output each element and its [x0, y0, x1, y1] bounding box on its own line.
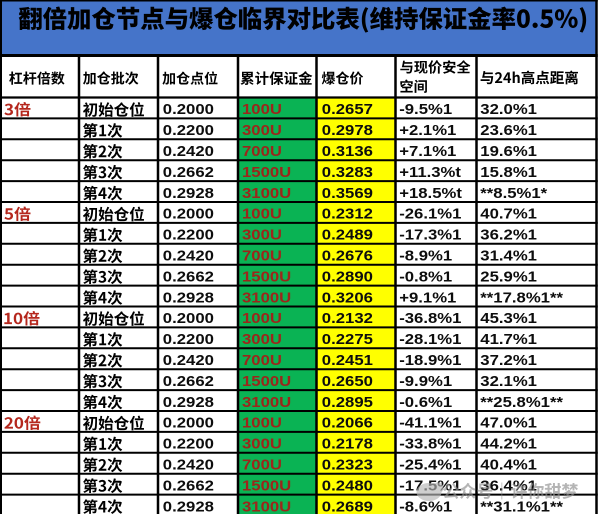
svg-text:+7.1%1: +7.1%1: [399, 144, 456, 160]
svg-text:41.7%1: 41.7%1: [480, 332, 537, 348]
svg-text:700U: 700U: [242, 248, 282, 264]
svg-text:+9.1%1: +9.1%1: [399, 290, 456, 306]
svg-text:0.2000: 0.2000: [163, 102, 214, 118]
svg-text:3100U: 3100U: [242, 394, 291, 410]
svg-text:0.2200: 0.2200: [163, 332, 214, 348]
svg-text:3100U: 3100U: [242, 185, 291, 201]
svg-text:0.2312: 0.2312: [322, 206, 373, 222]
svg-text:-9.9%1: -9.9%1: [399, 374, 452, 390]
svg-text:0.2489: 0.2489: [322, 227, 373, 243]
svg-text:700U: 700U: [242, 144, 282, 160]
svg-text:0.2662: 0.2662: [163, 165, 214, 181]
svg-text:0.2132: 0.2132: [322, 311, 373, 327]
svg-text:0.3283: 0.3283: [322, 165, 373, 181]
svg-text:32.1%1: 32.1%1: [480, 374, 537, 390]
svg-text:25.9%1: 25.9%1: [480, 269, 537, 285]
svg-text:0.2895: 0.2895: [322, 394, 373, 410]
svg-text:-28.1%1: -28.1%1: [399, 332, 461, 348]
svg-text:**17.8%1**: **17.8%1**: [480, 290, 564, 306]
svg-text:0.2676: 0.2676: [322, 248, 373, 264]
svg-text:0.3136: 0.3136: [322, 144, 373, 160]
svg-text:0.2928: 0.2928: [163, 185, 214, 201]
svg-text:0.2275: 0.2275: [322, 332, 373, 348]
svg-text:100U: 100U: [242, 415, 282, 431]
svg-text:15.8%1: 15.8%1: [480, 165, 537, 181]
svg-text:32.0%1: 32.0%1: [480, 102, 537, 118]
svg-text:1500U: 1500U: [242, 269, 291, 285]
svg-text:0.2978: 0.2978: [322, 123, 373, 139]
svg-text:-18.9%1: -18.9%1: [399, 353, 461, 369]
svg-text:0.2066: 0.2066: [322, 415, 373, 431]
svg-text:36.2%1: 36.2%1: [480, 227, 537, 243]
svg-text:0.2200: 0.2200: [163, 227, 214, 243]
svg-text:0.2323: 0.2323: [322, 457, 373, 473]
svg-text:3100U: 3100U: [242, 290, 291, 306]
svg-text:-26.1%1: -26.1%1: [399, 206, 461, 222]
svg-text:31.4%1: 31.4%1: [480, 248, 537, 264]
svg-text:0.2000: 0.2000: [163, 311, 214, 327]
svg-text:0.3569: 0.3569: [322, 185, 373, 201]
svg-text:-36.8%1: -36.8%1: [399, 311, 461, 327]
svg-text:**31.1%1**: **31.1%1**: [480, 499, 564, 514]
svg-text:-33.8%1: -33.8%1: [399, 436, 461, 452]
svg-text:0.2480: 0.2480: [322, 478, 373, 494]
svg-text:+2.1%1: +2.1%1: [399, 123, 456, 139]
svg-text:0.2928: 0.2928: [163, 290, 214, 306]
svg-text:-41.1%1: -41.1%1: [399, 415, 461, 431]
svg-text:700U: 700U: [242, 457, 282, 473]
svg-text:45.3%1: 45.3%1: [480, 311, 537, 327]
svg-text:0.2420: 0.2420: [163, 457, 214, 473]
svg-text:0.2200: 0.2200: [163, 436, 214, 452]
svg-text:1500U: 1500U: [242, 165, 291, 181]
svg-text:23.6%1: 23.6%1: [480, 123, 537, 139]
svg-text:0.2662: 0.2662: [163, 269, 214, 285]
svg-text:-0.6%1: -0.6%1: [399, 394, 452, 410]
svg-text:-8.9%1: -8.9%1: [399, 248, 452, 264]
svg-text:0.2650: 0.2650: [322, 374, 373, 390]
svg-text:0.2000: 0.2000: [163, 415, 214, 431]
svg-text:19.6%1: 19.6%1: [480, 144, 537, 160]
svg-text:47.0%1: 47.0%1: [480, 415, 537, 431]
svg-text:40.7%1: 40.7%1: [480, 206, 537, 222]
svg-text:**25.8%1**: **25.8%1**: [480, 394, 564, 410]
svg-text:-0.8%1: -0.8%1: [399, 269, 452, 285]
svg-text:0.2420: 0.2420: [163, 353, 214, 369]
svg-text:100U: 100U: [242, 311, 282, 327]
svg-text:1500U: 1500U: [242, 478, 291, 494]
svg-text:0.2451: 0.2451: [322, 353, 373, 369]
svg-text:**8.5%1*: **8.5%1*: [480, 185, 548, 201]
svg-text:0.2928: 0.2928: [163, 499, 214, 514]
svg-text:100U: 100U: [242, 102, 282, 118]
svg-text:+11.3%t: +11.3%t: [399, 165, 461, 181]
svg-text:37.2%1: 37.2%1: [480, 353, 537, 369]
svg-text:40.4%1: 40.4%1: [480, 457, 537, 473]
svg-text:44.2%1: 44.2%1: [480, 436, 537, 452]
svg-text:300U: 300U: [242, 123, 282, 139]
svg-text:0.2657: 0.2657: [322, 102, 373, 118]
svg-text:36.4%1: 36.4%1: [480, 478, 537, 494]
svg-text:300U: 300U: [242, 227, 282, 243]
svg-text:300U: 300U: [242, 436, 282, 452]
svg-text:-25.4%1: -25.4%1: [399, 457, 461, 473]
svg-text:0.3206: 0.3206: [322, 290, 373, 306]
svg-text:0.2178: 0.2178: [322, 436, 373, 452]
svg-text:+18.5%t: +18.5%t: [399, 185, 462, 201]
svg-text:3100U: 3100U: [242, 499, 291, 514]
svg-text:-9.5%1: -9.5%1: [399, 102, 452, 118]
svg-text:-17.3%1: -17.3%1: [399, 227, 461, 243]
svg-text:0.2662: 0.2662: [163, 478, 214, 494]
svg-text:0.2689: 0.2689: [322, 499, 373, 514]
svg-text:0.2420: 0.2420: [163, 248, 214, 264]
svg-text:0.2928: 0.2928: [163, 394, 214, 410]
svg-text:0.2662: 0.2662: [163, 374, 214, 390]
svg-text:0.2000: 0.2000: [163, 206, 214, 222]
svg-text:0.2890: 0.2890: [322, 269, 373, 285]
svg-text:-8.6%1: -8.6%1: [399, 499, 452, 514]
svg-text:700U: 700U: [242, 353, 282, 369]
svg-text:1500U: 1500U: [242, 374, 291, 390]
svg-text:0.2200: 0.2200: [163, 123, 214, 139]
svg-text:300U: 300U: [242, 332, 282, 348]
svg-text:100U: 100U: [242, 206, 282, 222]
svg-text:0.2420: 0.2420: [163, 144, 214, 160]
